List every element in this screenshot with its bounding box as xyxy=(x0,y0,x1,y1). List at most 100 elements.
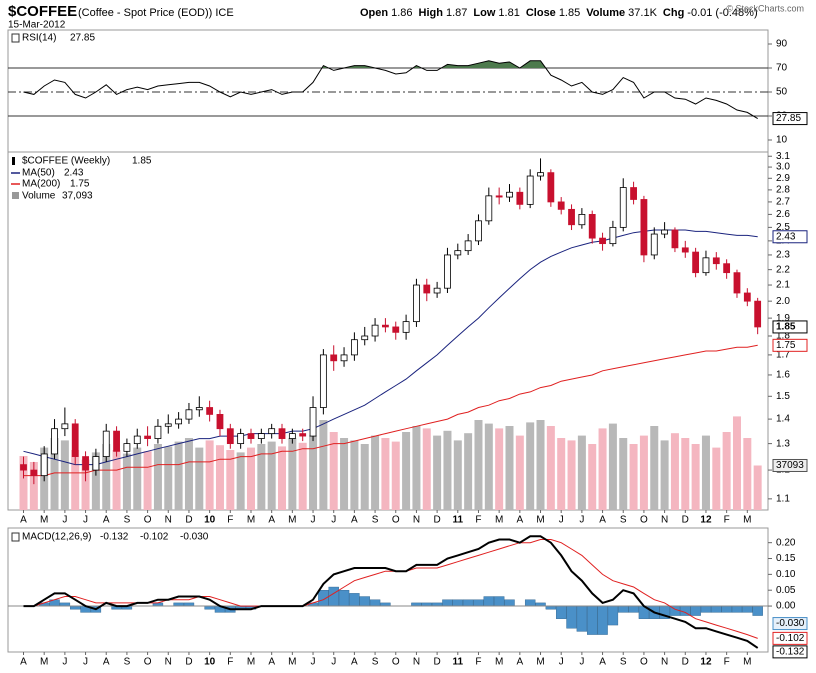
volume-bar xyxy=(174,441,183,510)
x-tick-label: M xyxy=(247,515,255,526)
x-tick-label: 10 xyxy=(204,657,216,668)
candle-body xyxy=(619,187,627,228)
histogram-bar xyxy=(690,605,701,616)
symbol: $COFFEE xyxy=(8,3,77,20)
histogram-bar xyxy=(597,605,608,635)
histogram-bar xyxy=(566,605,577,629)
y-tick-label: 1.7 xyxy=(776,350,790,361)
candle-body xyxy=(144,435,151,439)
quote-value: 37.1K xyxy=(628,7,657,19)
moving-average xyxy=(23,344,758,477)
candle-body xyxy=(588,214,596,239)
candle-body xyxy=(568,208,575,226)
x-tick-label: M xyxy=(536,515,544,526)
macd-line xyxy=(23,535,759,649)
volume-bar xyxy=(319,420,328,510)
candle-body xyxy=(330,354,338,362)
volume-bar xyxy=(340,438,349,510)
volume-bar xyxy=(81,459,90,510)
candle-body xyxy=(723,263,731,274)
x-tick-label: N xyxy=(661,657,668,668)
x-tick-label: F xyxy=(724,515,730,526)
x-tick-label: F xyxy=(227,515,233,526)
histogram-bar xyxy=(721,605,732,613)
y-tick-label: 0.00 xyxy=(776,601,796,612)
volume-bar xyxy=(433,435,442,510)
histogram-bar xyxy=(442,599,453,607)
volume-bar xyxy=(122,453,131,510)
volume-bar xyxy=(215,445,224,510)
x-tick-label: D xyxy=(682,657,689,668)
x-tick-label: F xyxy=(724,657,730,668)
last-value-box xyxy=(772,631,808,645)
legend-icon xyxy=(11,33,20,43)
volume-bar xyxy=(164,446,173,510)
x-tick-label: J xyxy=(62,657,67,668)
x-tick-label: A xyxy=(517,515,524,526)
y-tick-label: 70 xyxy=(776,63,788,74)
x-tick-label: S xyxy=(620,515,627,526)
volume-bar xyxy=(484,423,493,510)
y-tick-label: 1.8 xyxy=(776,331,790,342)
y-tick-label: 1.4 xyxy=(776,414,790,425)
volume-bar xyxy=(453,440,462,510)
volume-bar xyxy=(102,444,111,510)
x-tick-label: N xyxy=(165,515,172,526)
candle-body xyxy=(444,254,451,289)
y-tick-label: 0.20 xyxy=(776,537,796,548)
candle-body xyxy=(164,423,172,427)
candle-body xyxy=(206,407,214,415)
x-tick-label: M xyxy=(743,657,751,668)
candle-body xyxy=(506,191,513,198)
x-tick-label: M xyxy=(495,515,503,526)
candle-body xyxy=(640,199,648,256)
candle-body xyxy=(547,172,555,203)
x-tick-label: O xyxy=(640,515,648,526)
candle-body xyxy=(288,433,296,439)
last-value-label: -0.132 xyxy=(776,647,805,658)
quote-label: Volume xyxy=(586,7,625,19)
volume-bar xyxy=(753,465,762,510)
x-tick-label: S xyxy=(372,515,379,526)
volume-bar xyxy=(598,428,607,510)
candle-body xyxy=(133,435,141,445)
last-value-box xyxy=(772,617,808,631)
x-tick-label: D xyxy=(433,657,440,668)
volume-bar xyxy=(629,444,638,510)
volume-bar xyxy=(567,440,576,510)
candle-body xyxy=(433,287,441,294)
quote-value: 1.81 xyxy=(498,7,519,19)
x-tick-label: J xyxy=(559,657,564,668)
histogram-bar xyxy=(731,605,743,613)
volume-bar xyxy=(588,444,597,510)
y-tick-label: 1.1 xyxy=(776,493,790,504)
candle-body xyxy=(175,418,183,425)
x-tick-label: A xyxy=(599,515,606,526)
rsi-line xyxy=(23,60,758,120)
legend-icon xyxy=(12,157,15,165)
x-tick-label: N xyxy=(413,515,420,526)
volume-bar xyxy=(298,442,307,510)
histogram-bar xyxy=(359,596,370,607)
legend-value: -0.030 xyxy=(180,532,209,543)
volume-bar xyxy=(205,440,214,510)
quote: Open 1.86 High 1.87 Low 1.81 Close 1.85 Volume 37… xyxy=(360,7,758,19)
legend-name: $COFFEE (Weekly) xyxy=(22,156,110,167)
candle-body xyxy=(537,172,544,177)
quote-label: High xyxy=(419,7,444,19)
candle-body xyxy=(743,292,751,302)
candle-body xyxy=(278,428,286,439)
candle-body xyxy=(413,284,420,323)
volume-bar xyxy=(732,416,741,510)
volume-bar xyxy=(505,426,514,510)
volume-bar xyxy=(619,438,628,510)
volume-bar xyxy=(112,450,121,510)
quote-value: 1.87 xyxy=(446,7,467,19)
histogram-bar xyxy=(452,599,463,607)
candle-body xyxy=(402,321,410,333)
moving-average xyxy=(23,229,758,466)
candle-body xyxy=(92,456,100,471)
volume-bar xyxy=(309,435,318,510)
candle-body xyxy=(40,453,48,477)
candle-body xyxy=(237,433,245,445)
